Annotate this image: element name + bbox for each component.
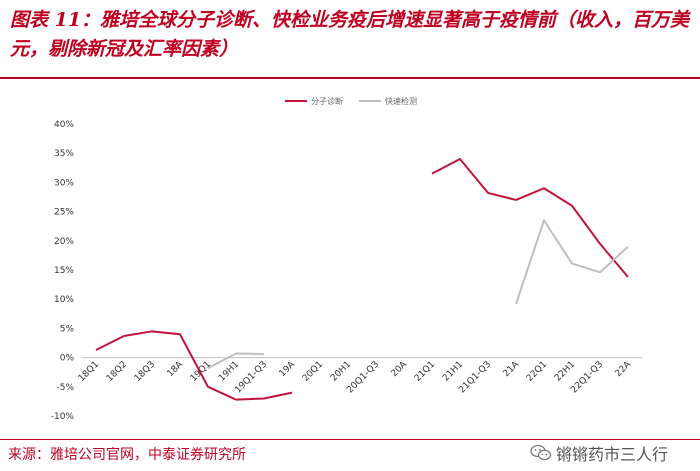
x-tick-label: 21H1 bbox=[441, 360, 465, 384]
series-group bbox=[95, 158, 629, 401]
wechat-icon bbox=[530, 444, 552, 461]
x-tick-label: 18A bbox=[166, 359, 186, 379]
x-tick-label: 22A bbox=[614, 359, 634, 379]
y-axis: 40% 35% 30% 25% 20% 15% 10% 5% 0% -5% -10% bbox=[51, 120, 75, 422]
chart-title: 图表 11：雅培全球分子诊断、快检业务疫后增速显著高于疫情前（收入，百万美元，剔… bbox=[10, 9, 690, 60]
watermark: 锵锵药市三人行 bbox=[530, 441, 668, 465]
y-tick-label: 15% bbox=[54, 266, 74, 276]
x-tick-label: 20H1 bbox=[329, 360, 353, 384]
series-line-1 bbox=[95, 330, 293, 401]
y-tick-label: 25% bbox=[54, 208, 74, 218]
y-tick-label: 30% bbox=[54, 178, 74, 188]
x-tick-label: 19A bbox=[278, 359, 298, 379]
legend-label: 分子诊断 bbox=[311, 96, 343, 106]
x-tick-label: 18Q3 bbox=[133, 360, 157, 384]
x-tick-label: 22Q1 bbox=[525, 360, 549, 384]
y-tick-label: 0% bbox=[60, 354, 75, 364]
watermark-text: 锵锵药市三人行 bbox=[556, 445, 669, 464]
x-tick-label: 22H1 bbox=[553, 360, 577, 384]
y-tick-label: -5% bbox=[56, 383, 74, 393]
x-tick-label: 19H1 bbox=[217, 360, 241, 384]
chart: 分子诊断 快速检测 40% 35% 30% 25% 20% 15% 10% 5% 0% -5% -10… bbox=[51, 96, 642, 422]
x-tick-label: 18Q1 bbox=[77, 360, 101, 384]
x-tick-label: 20A bbox=[390, 359, 410, 379]
x-tick-label: 20Q1 bbox=[301, 360, 325, 384]
y-tick-label: 35% bbox=[54, 149, 74, 159]
series-line-2 bbox=[515, 219, 629, 305]
legend-label: 快速检测 bbox=[385, 96, 417, 106]
y-tick-label: 20% bbox=[54, 237, 74, 247]
y-tick-label: 10% bbox=[54, 295, 74, 305]
source-note: 来源：雅培公司官网，中泰证券研究所 bbox=[8, 447, 246, 463]
y-tick-label: 40% bbox=[54, 120, 74, 130]
title-divider bbox=[0, 77, 700, 79]
legend: 分子诊断 快速检测 bbox=[285, 96, 417, 106]
x-tick-label: 21A bbox=[502, 359, 522, 379]
y-tick-label: -10% bbox=[51, 412, 75, 422]
series-line-1 bbox=[431, 158, 629, 278]
x-tick-label: 21Q1 bbox=[413, 360, 437, 384]
x-tick-label: 18Q2 bbox=[105, 360, 129, 384]
y-tick-label: 5% bbox=[60, 324, 75, 334]
series-line-2 bbox=[207, 352, 265, 369]
footer-divider bbox=[0, 439, 700, 440]
